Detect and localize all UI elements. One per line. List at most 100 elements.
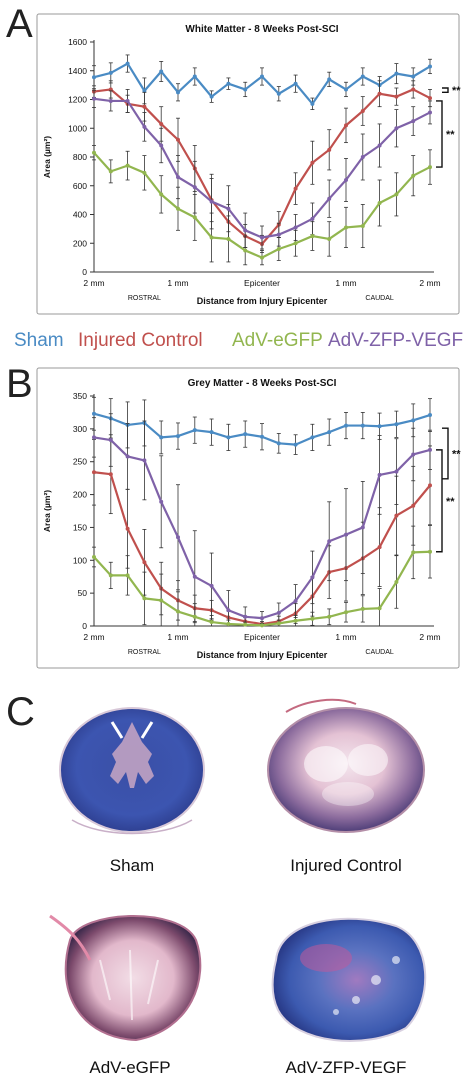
data-point-adv-egfp [260,623,264,628]
x-tick-label: 1 mm [335,632,356,642]
x-tick-label: Epicenter [244,632,280,642]
data-point-adv-zfp-vegf [260,616,264,621]
significance-bracket-1-label: ** [452,85,461,97]
chart-frame [36,13,460,315]
data-point-adv-zfp-vegf [327,196,332,201]
data-point-sham [260,74,264,79]
data-point-sham [260,434,264,439]
legend: Sham Injured Control AdV-eGFP AdV-ZFP-VE… [0,330,474,356]
data-point-adv-egfp [428,165,432,170]
data-point-adv-egfp [243,248,248,253]
data-point-adv-zfp-vegf [226,608,231,613]
data-point-sham [344,87,348,92]
data-point-sham [209,94,214,99]
data-point-injured-control [394,513,399,518]
micrograph-label-injured-control: Injured Control [290,856,402,875]
data-point-injured-control [377,545,382,550]
data-point-adv-egfp [125,573,130,578]
data-point-adv-egfp [142,170,147,175]
data-point-adv-zfp-vegf [411,119,416,124]
data-point-adv-egfp [344,610,348,615]
data-point-injured-control [310,160,315,165]
data-point-sham [276,441,281,446]
data-point-adv-zfp-vegf [411,452,416,457]
data-point-adv-egfp [260,255,264,260]
x-region-label-rostral: ROSTRAL [128,649,161,656]
y-tick-label: 0 [82,267,87,277]
data-point-injured-control [394,94,399,99]
data-point-adv-zfp-vegf [142,458,147,463]
significance-bracket-1-label: ** [452,449,461,461]
data-point-adv-zfp-vegf [226,206,231,211]
data-point-sham [176,90,180,95]
data-point-adv-egfp [108,573,113,578]
data-point-adv-egfp [377,606,382,611]
data-point-injured-control [360,109,365,113]
data-point-injured-control [125,526,130,531]
data-point-adv-egfp [226,236,231,241]
white-matter-chart: White Matter - 8 Weeks Post-SCI 0 200 400 60… [36,13,461,315]
data-point-injured-control [344,123,348,128]
data-point-sham [411,418,416,423]
data-point-adv-egfp [176,206,180,211]
y-tick-label: 300 [73,424,87,434]
data-point-adv-egfp [327,236,332,241]
y-tick-label: 100 [73,555,87,565]
y-tick-label: 1600 [68,37,87,47]
data-point-sham [92,75,96,80]
data-point-adv-zfp-vegf [108,438,113,443]
data-point-sham [192,428,197,433]
data-point-sham [92,411,96,416]
data-point-adv-zfp-vegf [159,143,164,148]
data-point-adv-egfp [293,241,298,246]
data-point-adv-egfp [310,234,315,239]
y-tick-label: 50 [78,588,88,598]
data-point-adv-zfp-vegf [192,185,197,190]
data-point-adv-zfp-vegf [344,532,348,537]
data-point-sham [125,61,130,66]
data-point-adv-zfp-vegf [293,225,298,230]
micrograph-adv-zfp-vegf [256,900,436,1050]
data-point-adv-zfp-vegf [243,228,248,233]
data-point-sham [159,69,164,74]
data-point-adv-zfp-vegf [142,124,147,129]
data-point-adv-egfp [293,618,298,623]
data-point-sham [142,88,147,93]
data-point-adv-egfp [360,606,365,611]
y-tick-label: 1400 [68,66,87,76]
data-point-adv-zfp-vegf [260,235,264,240]
chart-title: Grey Matter - 8 Weeks Post-SCI [188,378,337,389]
data-point-adv-zfp-vegf [377,472,382,477]
data-point-sham [327,430,332,435]
legend-adv-egfp: AdV-eGFP [232,330,323,351]
data-point-adv-egfp [394,192,399,197]
data-point-adv-egfp [377,201,382,205]
data-point-adv-zfp-vegf [377,143,382,148]
x-axis-label: Distance from Injury Epicenter [197,296,328,306]
data-point-adv-egfp [360,224,365,228]
data-point-adv-egfp [192,215,197,220]
data-point-adv-egfp [344,225,348,230]
data-point-adv-egfp [125,163,130,168]
data-point-injured-control [159,121,164,126]
data-point-adv-zfp-vegf [125,98,130,103]
y-tick-label: 250 [73,457,87,467]
micrograph-sham [52,692,212,844]
data-point-adv-egfp [394,579,399,584]
y-tick-label: 150 [73,522,87,532]
panel-label-c: C [6,690,35,734]
x-region-label-rostral: ROSTRAL [128,295,161,302]
data-point-adv-zfp-vegf [92,96,96,101]
data-point-adv-egfp [310,616,315,621]
data-point-adv-zfp-vegf [276,610,281,615]
data-point-injured-control [377,91,382,96]
data-point-adv-zfp-vegf [428,110,432,115]
data-point-sham [310,101,315,106]
y-axis-label: Area (µm²) [42,490,52,532]
data-point-injured-control [411,87,416,92]
data-point-adv-egfp [142,596,147,601]
legend-sham: Sham [14,330,64,351]
panel-label-a: A [6,2,33,46]
chart-frame [36,367,460,669]
data-point-sham [226,435,231,440]
